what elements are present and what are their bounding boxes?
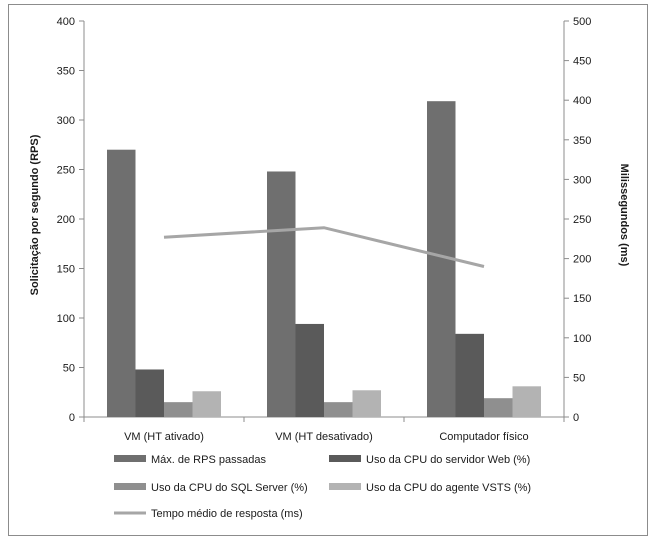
- legend-label: Uso da CPU do agente VSTS (%): [366, 482, 531, 494]
- bars-layer: [107, 101, 541, 417]
- line-layer: [163, 226, 485, 268]
- axes-layer: 0 50 100 150 200 250 300 350 400 0 50 100 150 200 250 3…: [57, 16, 592, 443]
- y2-tick-label: 400: [573, 95, 591, 107]
- legend-label: Máx. de RPS passadas: [151, 454, 266, 466]
- y2-tick-label: 150: [573, 293, 591, 305]
- y2-tick-label: 450: [573, 56, 591, 68]
- y-tick-label: 200: [57, 214, 75, 226]
- y2-axis-title: Milissegundos (ms): [618, 164, 630, 267]
- legend: Máx. de RPS passadas Uso da CPU do servid…: [114, 454, 531, 520]
- y-tick-label: 50: [63, 363, 75, 375]
- legend-swatch: [114, 455, 146, 462]
- bar-series-4-cat-2: [352, 390, 381, 417]
- y-tick-label: 100: [57, 313, 75, 325]
- x-category-label: Computador físico: [439, 431, 528, 443]
- y2-tick-label: 350: [573, 135, 591, 147]
- y2-tick-label: 50: [573, 372, 585, 384]
- bar-series-4-cat-1: [192, 391, 221, 417]
- y2-tick-label: 200: [573, 254, 591, 266]
- bar-series-3-cat-1: [164, 402, 193, 417]
- y-axis-title: Solicitação por segundo (RPS): [29, 134, 41, 295]
- bar-series-2-cat-3: [455, 333, 484, 417]
- y-tick-label: 350: [57, 66, 75, 78]
- y-tick-label: 250: [57, 165, 75, 177]
- legend-swatch: [114, 483, 146, 490]
- x-category-label: VM (HT desativado): [275, 431, 373, 443]
- y-tick-label: 0: [69, 412, 75, 424]
- bar-series-2-cat-1: [135, 369, 164, 417]
- legend-swatch: [329, 483, 361, 490]
- y2-tick-label: 100: [573, 333, 591, 345]
- y2-tick-label: 250: [573, 214, 591, 226]
- bar-series-3-cat-3: [484, 398, 513, 417]
- bar-series-4-cat-3: [512, 386, 541, 417]
- chart-svg: 0 50 100 150 200 250 300 350 400 0 50 100 150 200 250 3…: [29, 16, 630, 520]
- bar-series-3-cat-2: [324, 402, 353, 417]
- legend-label: Uso da CPU do servidor Web (%): [366, 454, 530, 466]
- legend-swatch: [329, 455, 361, 462]
- legend-label: Tempo médio de resposta (ms): [151, 508, 303, 520]
- y2-tick-label: 500: [573, 16, 591, 28]
- chart-frame: 0 50 100 150 200 250 300 350 400 0 50 100 150 200 250 3…: [8, 4, 648, 536]
- y2-tick-label: 300: [573, 174, 591, 186]
- legend-label: Uso da CPU do SQL Server (%): [151, 482, 308, 494]
- x-category-label: VM (HT ativado): [124, 431, 204, 443]
- y-tick-label: 400: [57, 16, 75, 28]
- y-tick-label: 150: [57, 264, 75, 276]
- bar-series-1-cat-1: [107, 149, 136, 417]
- bar-series-1-cat-2: [267, 171, 296, 417]
- y-tick-label: 300: [57, 115, 75, 127]
- y2-tick-label: 0: [573, 412, 579, 424]
- bar-series-2-cat-2: [295, 323, 324, 417]
